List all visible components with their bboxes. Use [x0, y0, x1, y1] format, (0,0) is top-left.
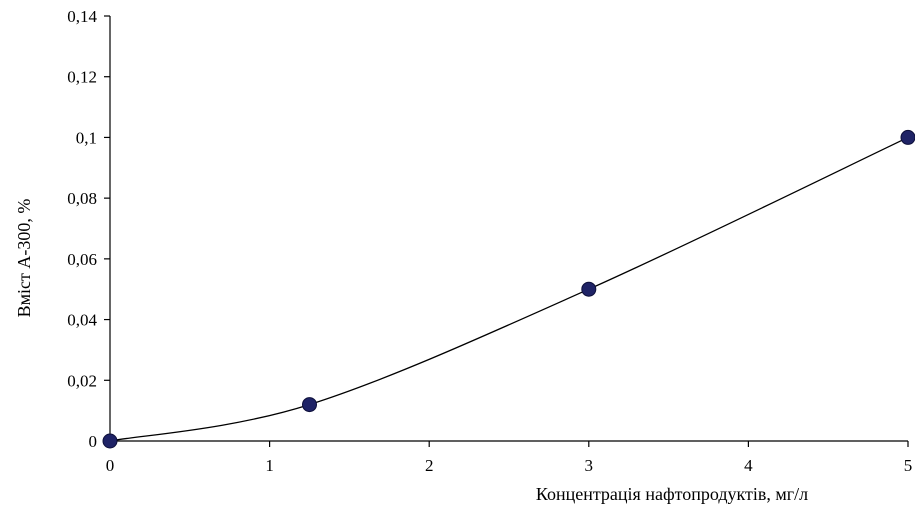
y-axis: 0 0,02 0,04 0,06 0,08 0,1 0,12 0,14 — [67, 7, 111, 451]
data-point — [302, 397, 317, 413]
y-tick-label: 0,06 — [67, 250, 97, 269]
y-tick-label: 0,12 — [67, 68, 97, 87]
y-axis-title: Вміст А-300, % — [14, 199, 34, 318]
y-tick-label: 0,1 — [76, 128, 97, 147]
x-tick-label: 0 — [106, 456, 115, 475]
x-tick-label: 4 — [744, 456, 753, 475]
y-tick-label: 0,14 — [67, 7, 97, 26]
x-tick-label: 1 — [265, 456, 274, 475]
y-tick-label: 0 — [89, 432, 98, 451]
y-tick-label: 0,02 — [67, 371, 97, 390]
series-line — [109, 136, 909, 442]
series — [102, 129, 915, 449]
x-tick-label: 3 — [585, 456, 594, 475]
x-tick-label: 2 — [425, 456, 434, 475]
data-point — [581, 281, 597, 297]
x-axis: 0 1 2 3 4 5 — [106, 440, 913, 475]
data-point — [900, 129, 915, 145]
x-axis-title: Концентрація нафтопродуктів, мг/л — [536, 484, 808, 504]
x-tick-label: 5 — [904, 456, 913, 475]
data-point — [102, 433, 118, 449]
y-tick-label: 0,04 — [67, 311, 97, 330]
y-tick-label: 0,08 — [67, 189, 97, 208]
